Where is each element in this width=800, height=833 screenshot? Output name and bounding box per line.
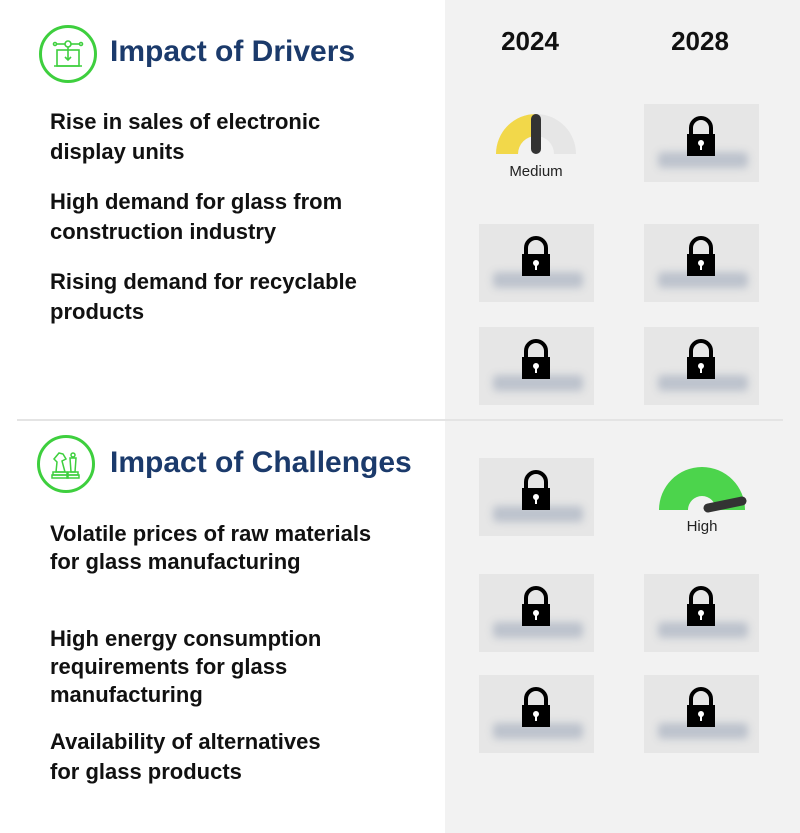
locked-impact-card[interactable] xyxy=(644,574,759,652)
locked-impact-card[interactable] xyxy=(644,327,759,405)
locked-impact-card[interactable] xyxy=(479,675,594,753)
lock-icon xyxy=(687,339,715,379)
driver-item-1: Rise in sales of electronic display unit… xyxy=(50,109,321,164)
lock-icon xyxy=(687,236,715,276)
column-header-2024: 2024 xyxy=(501,26,559,56)
lock-icon xyxy=(522,687,550,727)
challenges-title: Impact of Challenges xyxy=(110,446,412,479)
gauge-label: High xyxy=(686,518,718,535)
lock-icon xyxy=(522,470,550,510)
locked-impact-card[interactable] xyxy=(644,104,759,182)
gauge-label: Medium xyxy=(509,163,563,180)
locked-impact-card[interactable] xyxy=(479,574,594,652)
section-divider xyxy=(17,419,783,421)
lock-icon xyxy=(522,586,550,626)
locked-impact-card[interactable] xyxy=(644,675,759,753)
driver-item-3: Rising demand for recyclable products xyxy=(50,269,357,324)
driver-item-2: High demand for glass from construction … xyxy=(50,189,343,244)
locked-impact-card[interactable] xyxy=(479,224,594,302)
locked-impact-card[interactable] xyxy=(479,458,594,536)
column-header-2028: 2028 xyxy=(671,26,729,56)
display-unit-icon xyxy=(39,25,97,83)
lock-icon xyxy=(522,236,550,276)
impact-gauge-medium: Medium xyxy=(486,108,586,198)
drivers-title: Impact of Drivers xyxy=(110,35,356,68)
lock-icon xyxy=(687,586,715,626)
impact-gauge-high: High xyxy=(654,464,754,554)
lock-icon xyxy=(522,339,550,379)
challenge-item-2: High energy consumption requirements for… xyxy=(50,626,322,707)
lock-icon xyxy=(687,687,715,727)
challenge-item-3: Availability of alternatives for glass p… xyxy=(50,729,321,784)
locked-impact-card[interactable] xyxy=(644,224,759,302)
challenge-item-1: Volatile prices of raw materials for gla… xyxy=(50,521,372,574)
locked-impact-card[interactable] xyxy=(479,327,594,405)
chess-icon xyxy=(37,435,95,493)
lock-icon xyxy=(687,116,715,156)
